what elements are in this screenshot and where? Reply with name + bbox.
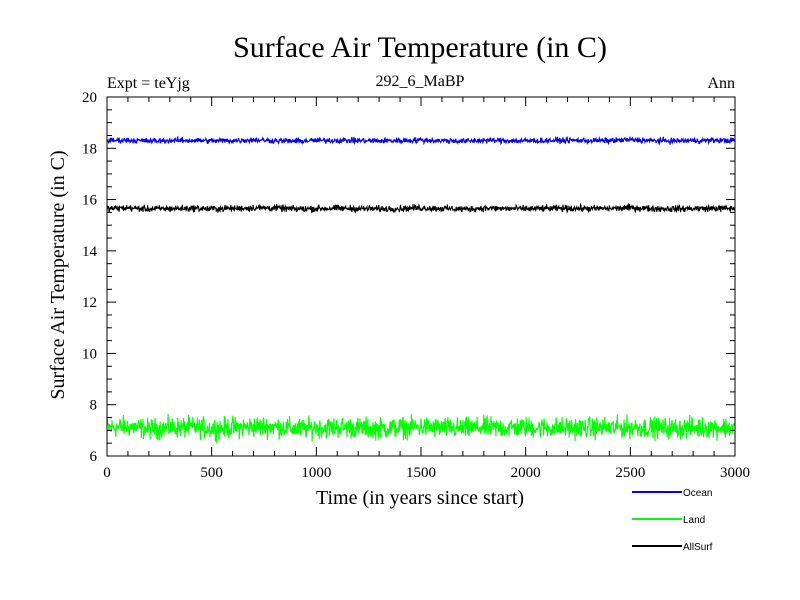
y-tick-label: 8 xyxy=(90,398,98,414)
legend-label-land: Land xyxy=(683,515,705,526)
legend-label-allsurf: AllSurf xyxy=(683,542,713,553)
x-axis-label: Time (in years since start) xyxy=(316,487,524,509)
y-axis-label: Surface Air Temperature (in C) xyxy=(47,150,69,399)
experiment-label: Expt = teYjg xyxy=(107,75,190,92)
chart-title: Surface Air Temperature (in C) xyxy=(233,31,607,64)
y-tick-label: 18 xyxy=(82,141,97,157)
y-tick-label: 16 xyxy=(82,193,98,209)
series-line-allsurf xyxy=(106,202,736,214)
series-lines xyxy=(106,135,736,443)
legend-label-ocean: Ocean xyxy=(683,488,712,499)
y-tick-label: 10 xyxy=(82,346,97,362)
x-tick-label: 2000 xyxy=(511,465,541,481)
plot-frame xyxy=(106,96,736,457)
period-label: Ann xyxy=(707,75,735,92)
y-tick-label: 12 xyxy=(82,295,97,311)
chart-subtitle: 292_6_MaBP xyxy=(376,73,465,90)
x-tick-label: 1000 xyxy=(301,465,331,481)
y-tick-label: 20 xyxy=(82,90,97,106)
y-tick-label: 6 xyxy=(90,449,98,465)
series-line-ocean xyxy=(106,135,736,146)
x-tick-label: 3000 xyxy=(720,465,750,481)
series-line-land xyxy=(106,413,736,443)
y-tick-label: 14 xyxy=(82,244,98,260)
axes: 0 500 1000 1500 2000 2500 3000 6 8 10 12 14 16 18 20 xyxy=(82,90,750,481)
legend: Ocean Land AllSurf xyxy=(632,488,713,553)
x-tick-label: 2500 xyxy=(615,465,645,481)
x-tick-label: 1500 xyxy=(406,465,436,481)
x-tick-label: 0 xyxy=(103,465,111,481)
x-tick-label: 500 xyxy=(200,465,223,481)
